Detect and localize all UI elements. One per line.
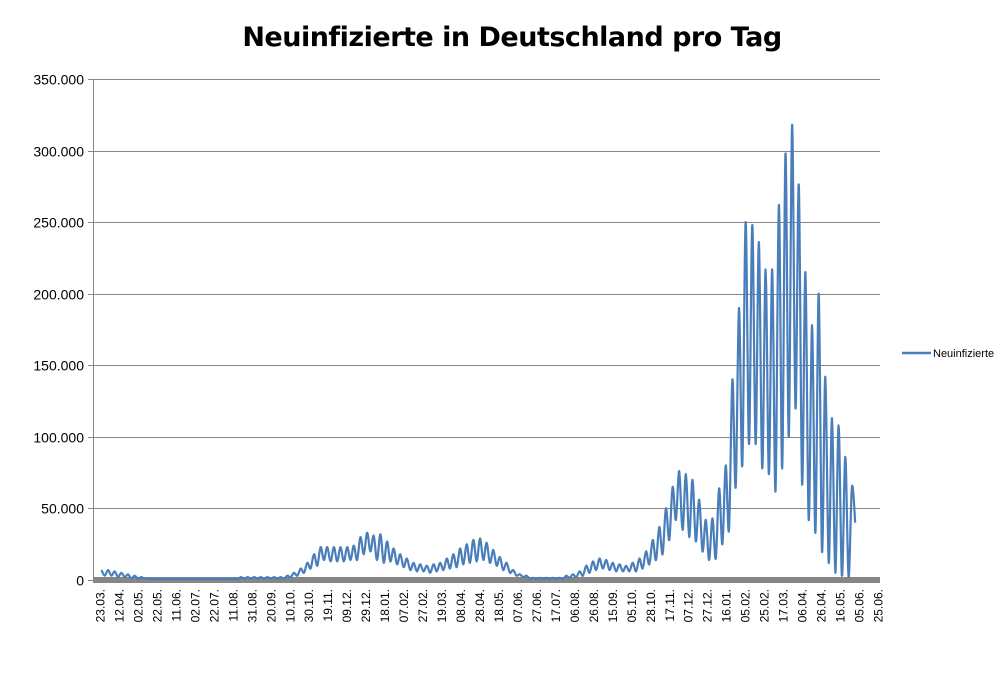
x-tick-label: 31.08. (245, 589, 259, 622)
x-tick-label: 07.12. (682, 589, 696, 622)
x-tick-label: 27.12. (701, 589, 715, 622)
gridlines (93, 79, 880, 509)
x-tick-label: 08.04. (454, 589, 468, 622)
x-tick-label: 09.12. (340, 589, 354, 622)
x-tick-label: 27.06. (530, 589, 544, 622)
y-tick-label: 150.000 (33, 358, 84, 374)
x-tick-label: 10.10. (283, 589, 297, 622)
y-axis-ticks: 0 50.000 100.000 150.000 200.000 250.000 300.0… (33, 72, 93, 589)
x-axis-ticks: 23.03. 12.04. 02.05. 22.05. 11.06. 02.07. 22.0… (94, 589, 886, 622)
x-tick-label: 18.05. (492, 589, 506, 622)
x-tick-label: 17.07. (549, 589, 563, 622)
x-tick-label: 25.02. (758, 589, 772, 622)
x-tick-label: 15.09. (606, 589, 620, 622)
x-tick-label: 11.06. (169, 589, 183, 621)
legend: Neuinfizierte (902, 348, 994, 360)
x-tick-label: 07.06. (511, 589, 525, 622)
x-tick-label: 06.08. (568, 589, 582, 622)
y-tick-label: 350.000 (33, 72, 84, 88)
x-tick-label: 05.10. (625, 589, 639, 622)
y-tick-label: 100.000 (33, 430, 84, 446)
x-tick-label: 23.03. (94, 589, 108, 622)
x-tick-label: 06.04. (796, 589, 810, 622)
x-tick-label: 16.01. (720, 589, 734, 622)
chart-title: Neuinfizierte in Deutschland pro Tag (242, 22, 782, 53)
x-tick-label: 17.03. (777, 589, 791, 622)
x-tick-label: 25.06. (872, 589, 886, 622)
x-tick-label: 19.11. (321, 589, 335, 621)
y-tick-label: 300.000 (33, 144, 84, 160)
x-tick-label: 28.04. (473, 589, 487, 622)
x-tick-label: 22.05. (150, 589, 164, 622)
x-tick-label: 11.08. (226, 589, 240, 621)
x-tick-label: 05.02. (739, 589, 753, 622)
x-tick-label: 26.04. (815, 589, 829, 622)
x-tick-label: 19.03. (435, 589, 449, 622)
series-line-neuinfizierte (100, 123, 857, 581)
x-tick-label: 18.01. (378, 589, 392, 622)
x-tick-label: 28.10. (644, 589, 658, 622)
y-tick-label: 50.000 (41, 501, 84, 517)
x-tick-label: 17.11. (663, 589, 677, 621)
x-tick-label: 20.09. (264, 589, 278, 622)
x-tick-label: 27.02. (416, 589, 430, 622)
series-group (100, 123, 857, 581)
x-tick-label: 02.07. (188, 589, 202, 622)
x-axis-baseline (93, 577, 880, 583)
legend-label-neuinfizierte: Neuinfizierte (933, 348, 994, 360)
x-tick-label: 26.08. (587, 589, 601, 622)
x-tick-label: 30.10. (302, 589, 316, 622)
x-tick-label: 12.04. (112, 589, 126, 622)
y-tick-label: 250.000 (33, 215, 84, 231)
x-tick-label: 16.05. (834, 589, 848, 622)
x-tick-label: 02.05. (131, 589, 145, 622)
x-tick-label: 07.02. (397, 589, 411, 622)
x-tick-label: 05.06. (853, 589, 867, 622)
x-tick-label: 22.07. (207, 589, 221, 622)
y-tick-label: 0 (76, 573, 84, 589)
x-tick-label: 29.12. (359, 589, 373, 622)
y-tick-label: 200.000 (33, 287, 84, 303)
